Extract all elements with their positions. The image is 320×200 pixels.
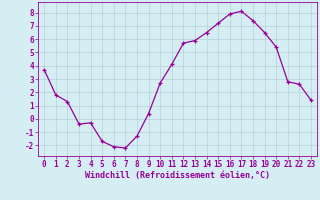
X-axis label: Windchill (Refroidissement éolien,°C): Windchill (Refroidissement éolien,°C) [85,171,270,180]
